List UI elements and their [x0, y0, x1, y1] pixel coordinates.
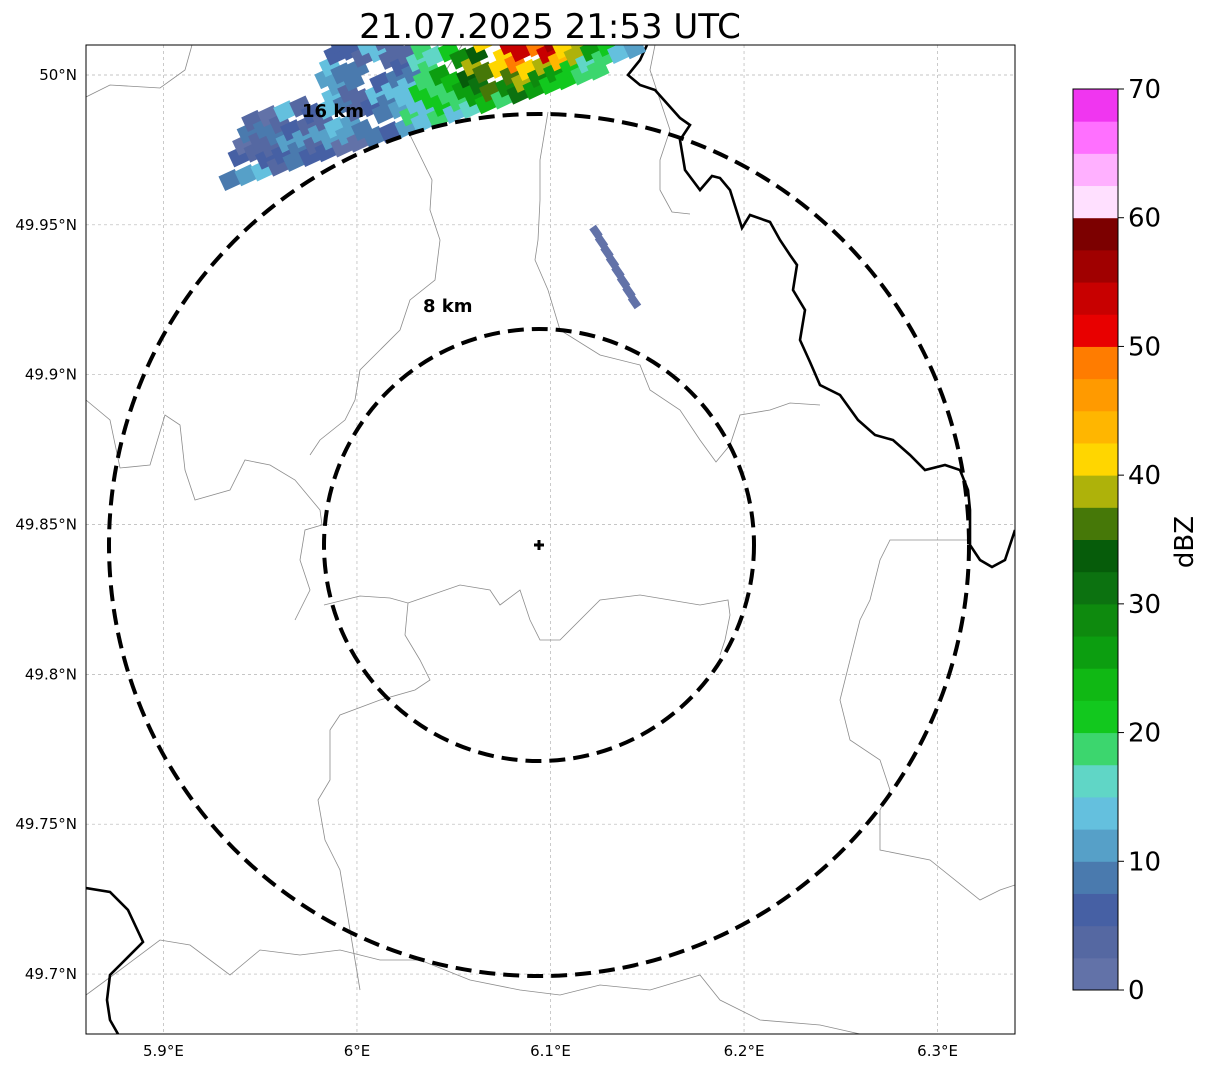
y-tick-label: 49.8°N — [25, 665, 77, 683]
colorbar-segment — [1073, 829, 1118, 862]
echo-gate — [623, 45, 647, 60]
colorbar-segment — [1073, 957, 1118, 991]
colorbar-tick-label: 50 — [1128, 332, 1161, 362]
y-axis-ticks: 50°N 49.95°N 49.9°N 49.85°N 49.8°N 49.75°N 49.… — [15, 66, 77, 983]
colorbar-segment — [1073, 700, 1118, 734]
region-border-north — [86, 45, 193, 98]
colorbar-tick-label: 60 — [1128, 204, 1161, 234]
colorbar-label: dBZ — [1170, 516, 1200, 568]
echo-gate — [600, 244, 614, 260]
colorbar-segment — [1073, 185, 1118, 219]
radar-site-marker — [534, 540, 544, 550]
colorbar-tick-label: 70 — [1128, 75, 1161, 105]
region-border-center — [407, 584, 731, 656]
x-axis-ticks: 5.9°E 6°E 6.1°E 6.2°E 6.3°E — [143, 1042, 958, 1060]
echo-gate — [622, 284, 636, 300]
colorbar-segment — [1073, 925, 1118, 959]
range-ring-label-16km: 16 km — [302, 101, 364, 122]
y-tick-label: 50°N — [39, 66, 77, 84]
colorbar-tick-label: 40 — [1128, 461, 1161, 491]
region-border-east — [839, 539, 1015, 901]
region-border-southeast — [699, 974, 861, 1034]
range-ring-16km — [107, 112, 971, 978]
y-tick-label: 49.85°N — [15, 516, 77, 534]
colorbar-segment — [1073, 732, 1118, 766]
colorbar-tick-label: 10 — [1128, 847, 1161, 877]
colorbar — [1072, 88, 1119, 991]
echo-gate — [469, 45, 493, 53]
region-border-southwest — [86, 939, 701, 996]
colorbar-segment — [1073, 571, 1118, 605]
colorbar-tick-label: 0 — [1128, 976, 1145, 1006]
national-border-southwest — [86, 886, 145, 1034]
colorbar-segment — [1073, 668, 1118, 701]
colorbar-segment — [1073, 539, 1118, 573]
y-tick-label: 49.75°N — [15, 815, 77, 833]
colorbar-segment — [1073, 217, 1118, 251]
colorbar-segment — [1073, 475, 1118, 508]
colorbar-segment — [1073, 314, 1118, 347]
radar-echoes — [218, 45, 647, 310]
colorbar-segment — [1073, 121, 1118, 154]
y-tick-label: 49.9°N — [25, 366, 77, 384]
echo-gate — [589, 224, 603, 240]
national-borders — [86, 45, 1015, 1034]
colorbar-segment — [1073, 764, 1118, 798]
colorbar-segment — [1073, 346, 1118, 380]
colorbar-segment — [1073, 603, 1118, 637]
y-tick-label: 49.7°N — [25, 965, 77, 983]
colorbar-segment — [1073, 378, 1118, 412]
range-ring-label-8km: 8 km — [423, 296, 473, 317]
colorbar-segment — [1073, 893, 1118, 927]
x-tick-label: 6.3°E — [917, 1042, 958, 1060]
colorbar-segment — [1073, 249, 1118, 283]
colorbar-segment — [1073, 861, 1118, 894]
national-border-east — [626, 45, 1015, 569]
colorbar-frame — [1072, 88, 1119, 991]
colorbar-segment — [1073, 636, 1118, 669]
region-border-mid — [534, 111, 821, 463]
echo-gate — [611, 264, 625, 280]
colorbar-segment — [1073, 796, 1118, 830]
region-border-west — [86, 399, 323, 621]
colorbar-tick-label: 30 — [1128, 590, 1161, 620]
x-tick-label: 6.2°E — [724, 1042, 765, 1060]
figure-title: 21.07.2025 21:53 UTC — [359, 7, 741, 47]
range-rings — [107, 112, 971, 978]
colorbar-segment — [1073, 507, 1118, 540]
map-panel[interactable]: 8 km 16 km — [85, 29, 1016, 1035]
colorbar-segment — [1073, 410, 1118, 444]
colorbar-tick-label: 20 — [1128, 719, 1161, 749]
echo-gate — [594, 234, 609, 250]
echo-gate — [616, 274, 631, 290]
map-frame — [85, 44, 1016, 1035]
graticule — [86, 45, 1015, 1034]
region-border-north-east — [649, 45, 691, 215]
colorbar-segment — [1073, 89, 1118, 122]
x-tick-label: 6°E — [344, 1042, 371, 1060]
x-tick-label: 5.9°E — [143, 1042, 184, 1060]
y-tick-label: 49.95°N — [15, 216, 77, 234]
range-ring-8km — [322, 327, 756, 763]
colorbar-segment — [1073, 153, 1118, 187]
echo-gate — [627, 294, 642, 310]
colorbar-segment — [1073, 282, 1118, 315]
colorbar-ticks: 0 10 20 30 40 50 60 70 — [1118, 75, 1161, 1006]
colorbar-segment — [1073, 442, 1118, 476]
x-tick-label: 6.1°E — [530, 1042, 571, 1060]
echo-gate — [605, 254, 620, 270]
